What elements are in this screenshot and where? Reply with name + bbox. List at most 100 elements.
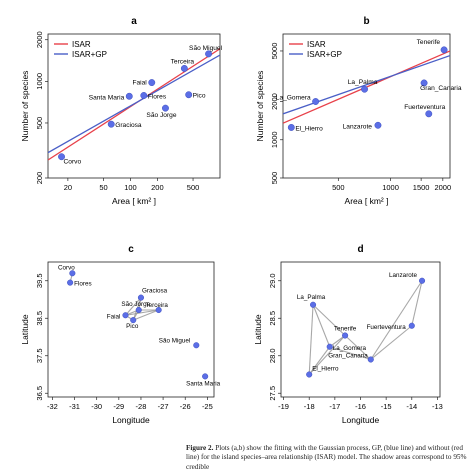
- x-tick-label: -18: [304, 402, 315, 411]
- x-tick-label: -29: [113, 402, 124, 411]
- data-point: [140, 92, 148, 99]
- fit-line-isar-gp: [283, 54, 450, 115]
- point-label: Lanzarote: [389, 272, 418, 279]
- point-label: Tenerife: [334, 326, 357, 333]
- network-edge: [329, 346, 371, 361]
- legend-entry: ISAR: [307, 40, 326, 49]
- x-tick-label: -14: [406, 402, 417, 411]
- y-axis-label: Number of species: [255, 71, 265, 142]
- point-label: Gran_Canaria: [420, 85, 462, 92]
- point-label: Terceira: [145, 302, 168, 309]
- point-label: Corvo: [64, 159, 82, 166]
- data-point: [193, 342, 200, 349]
- y-tick-label: 5000: [270, 43, 279, 60]
- y-tick-label: 29.0: [268, 273, 277, 288]
- x-tick-label: -16: [355, 402, 366, 411]
- y-tick-label: 1000: [35, 73, 44, 90]
- point-label: Faial: [107, 313, 121, 320]
- network-edge: [312, 304, 346, 336]
- legend-entry: ISAR+GP: [72, 50, 107, 59]
- data-point: [107, 120, 115, 128]
- y-tick-label: 500: [270, 172, 279, 185]
- x-tick-label: -15: [381, 402, 392, 411]
- data-point: [408, 322, 415, 329]
- network-edge: [344, 335, 372, 360]
- point-label: El_Hierro: [295, 125, 323, 132]
- network-edge: [125, 297, 142, 316]
- y-tick-label: 28.5: [268, 311, 277, 326]
- data-point: [306, 371, 313, 378]
- x-tick-label: 20: [64, 183, 72, 192]
- x-tick-label: 100: [124, 183, 137, 192]
- point-label: Tenerife: [417, 39, 441, 46]
- y-tick-label: 200: [35, 172, 44, 185]
- y-axis-label: Latitude: [20, 314, 30, 345]
- data-point: [326, 343, 333, 350]
- point-label: São Jorge: [121, 301, 150, 308]
- x-tick-label: 1500: [413, 183, 430, 192]
- network-edge: [308, 335, 346, 375]
- y-tick-label: 500: [35, 117, 44, 130]
- point-label: La_Palma: [348, 79, 378, 86]
- point-label: São Jorge: [146, 112, 176, 119]
- data-point: [440, 46, 448, 54]
- x-axis-label: Area [ km² ]: [345, 196, 389, 206]
- point-label: São Miguel: [159, 337, 191, 344]
- data-point: [69, 270, 76, 277]
- data-point: [310, 301, 317, 308]
- point-label: Santa Maria: [89, 94, 125, 101]
- x-tick-label: 500: [332, 183, 345, 192]
- y-tick-label: 36.5: [35, 386, 44, 401]
- panel-c: c -32 -31 -30 -29 -28 -27 -26 -25 36.5 37.5 38.5 39.…: [20, 244, 221, 425]
- x-tick-label: -19: [278, 402, 289, 411]
- point-label: Graciosa: [142, 288, 168, 295]
- x-axis-label: Longitude: [112, 415, 150, 425]
- data-point: [287, 123, 295, 131]
- caption-label: Figure 2.: [186, 444, 214, 452]
- point-label: Flores: [74, 281, 92, 288]
- data-point: [202, 373, 209, 380]
- caption-text: Plots (a,b) show the fitting with the Ga…: [186, 444, 467, 471]
- x-tick-label: -31: [69, 402, 80, 411]
- data-point: [130, 317, 137, 324]
- y-tick-label: 37.5: [35, 348, 44, 363]
- data-point: [122, 312, 129, 319]
- panel-label: b: [363, 16, 369, 27]
- x-tick-label: -17: [329, 402, 340, 411]
- y-axis-label: Latitude: [253, 314, 263, 345]
- panel-d: d -19 -18 -17 -16 -15 -14 -13 27.5 28.0 28.5 29.0 Lo…: [253, 244, 443, 425]
- network-edge: [308, 304, 314, 375]
- data-point: [185, 91, 193, 99]
- y-tick-label: 38.5: [35, 311, 44, 326]
- plot-frame: [47, 261, 215, 398]
- point-label: Pico: [126, 323, 139, 330]
- point-label: Fuerteventura: [404, 104, 445, 111]
- data-point: [135, 306, 142, 314]
- network-edge: [329, 335, 346, 348]
- network-edge: [133, 309, 159, 321]
- x-tick-label: 1000: [382, 183, 399, 192]
- x-tick-label: -13: [432, 402, 443, 411]
- data-point: [58, 153, 65, 161]
- network-edge: [370, 280, 423, 360]
- legend-entry: ISAR+GP: [307, 50, 342, 59]
- panel-a: a 20 50 100 200 500 200 500 1000 2000 Area [ km² ]…: [20, 16, 223, 206]
- network-edge: [308, 346, 331, 375]
- point-label: La_Palma: [297, 294, 326, 301]
- network-edge: [370, 325, 413, 360]
- point-label: São Miguel: [189, 45, 223, 52]
- point-label: Fuerteventura: [367, 324, 407, 331]
- data-point: [312, 98, 320, 105]
- y-tick-label: 39.5: [35, 273, 44, 288]
- plot-frame: [47, 33, 221, 179]
- x-tick-label: -30: [91, 402, 102, 411]
- data-point: [367, 356, 374, 363]
- plot-frame: [280, 261, 441, 398]
- x-tick-label: -28: [136, 402, 147, 411]
- point-label: La_Gomera: [276, 95, 311, 102]
- point-label: Flores: [148, 94, 167, 101]
- point-label: Corvo: [58, 264, 75, 271]
- point-label: Graciosa: [115, 122, 142, 129]
- data-point: [374, 121, 382, 129]
